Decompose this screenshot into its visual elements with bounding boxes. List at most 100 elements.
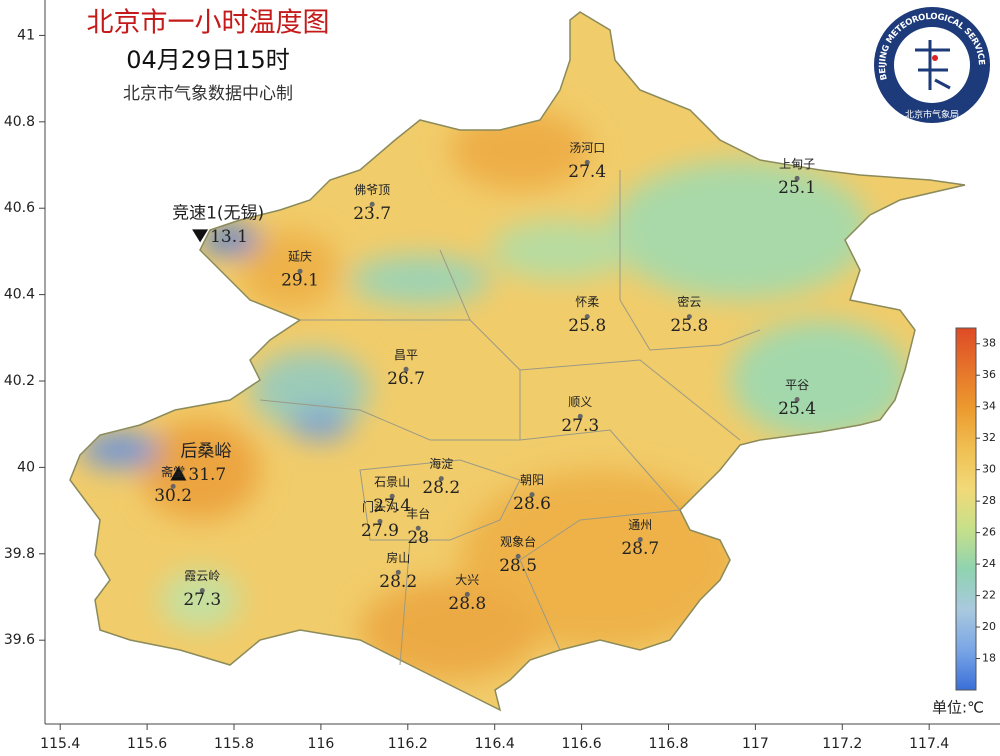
x-tick-label: 117 [742,736,769,752]
station-value: 25.4 [778,399,816,419]
station-name: 密云 [677,294,701,309]
station-name: 房山 [386,550,410,565]
station-value: 27.3 [561,416,599,436]
colorbar-tick-label: 18 [982,652,996,665]
x-tick-label: 116.2 [388,736,428,752]
station-value: 31.7 [188,465,226,485]
station-value: 13.1 [210,227,248,247]
station-value: 27.3 [183,590,221,610]
station-value: 27.4 [568,162,606,182]
station-name: 平谷 [785,378,809,392]
station-name: 顺义 [568,395,592,409]
colorbar-tick-label: 26 [982,526,996,539]
station-point [389,493,395,499]
station-name: 门头沟 [362,499,398,514]
x-tick-label: 116.8 [648,736,688,752]
logo-cn: 北京市气象局 [905,109,959,121]
station-name: 海淀 [429,456,453,471]
station-name: 昌平 [394,348,418,362]
station-point [438,476,444,482]
colorbar [955,327,977,691]
colorbar-unit: 单位:℃ [932,699,984,717]
x-tick-label: 116 [308,736,335,752]
station-point [637,536,643,542]
station-marker [192,229,209,243]
station-name: 朝阳 [520,473,544,487]
y-tick-label: 39.6 [4,632,35,648]
station-value: 28.2 [379,572,417,592]
y-tick-label: 40 [17,459,35,475]
colorbar-tick-label: 36 [982,368,996,381]
station-point [577,413,583,419]
station-point [170,483,176,489]
map-title: 北京市一小时温度图 [87,8,330,39]
station-name: 斋堂 [161,464,185,479]
colorbar-tick-label: 32 [982,431,996,444]
station-value: 27.9 [361,521,399,541]
x-tick-label: 115.4 [40,736,80,752]
y-tick-label: 40.8 [4,114,35,130]
colorbar-tick-label: 28 [982,494,996,507]
colorbar-tick-label: 20 [982,620,996,633]
y-tick-label: 39.8 [4,546,35,562]
colorbar-tick-label: 30 [982,463,996,476]
station-name: 大兴 [455,573,479,587]
station-name: 上甸子 [779,157,815,171]
station-value: 25.8 [568,316,606,336]
station-value: 28.7 [621,539,659,559]
y-tick-label: 40.2 [4,373,35,389]
district-borders [259,170,761,666]
station-value: 27.4 [373,496,411,516]
y-tick-label: 40.4 [4,287,35,303]
station-value: 25.8 [670,316,708,336]
station-point [369,201,375,207]
map-time: 04月29日15时 [126,46,290,74]
colorbar-tick-label: 34 [982,400,996,413]
station-point [199,587,205,593]
x-tick-label: 116.6 [562,736,602,752]
colorbar-tick-label: 38 [982,337,996,350]
station-name: 霞云岭 [184,569,220,583]
station-value: 25.1 [778,178,816,198]
station-point [403,366,409,372]
x-tick-label: 117.2 [822,736,862,752]
station-point [395,569,401,575]
station-point [464,591,470,597]
station-value: 28.5 [499,556,537,576]
station-point [584,159,590,165]
colorbar-tick-label: 24 [982,557,996,570]
station-value: 28 [407,528,429,548]
station-name: 丰台 [406,506,430,521]
station-point [515,553,521,559]
station-point [794,175,800,181]
station-point [529,492,535,498]
station-value: 29.1 [281,271,319,291]
station-point [415,525,421,531]
station-marker [170,466,187,481]
station-name: 汤河口 [569,141,605,155]
station-name: 通州 [628,518,652,532]
map-source: 北京市气象数据中心制 [123,84,293,104]
station-name: 石景山 [374,475,410,489]
station-point [377,518,383,524]
station-name: 竞速1(无锡) [172,203,264,223]
station-point [794,397,800,403]
station-name: 观象台 [500,534,536,549]
station-value: 26.7 [387,369,425,389]
station-name: 佛爷顶 [354,183,390,197]
station-value: 28.8 [448,594,486,614]
x-tick-label: 117.4 [909,736,949,752]
y-tick-label: 41 [17,27,35,43]
logo: BEIJING METEOROLOGICAL SERVICE 北京市气象局 [874,7,990,123]
x-tick-label: 115.6 [127,736,167,752]
y-tick-label: 40.6 [4,200,35,216]
station-point [584,314,590,320]
station-name: 延庆 [288,250,312,264]
station-value: 30.2 [154,486,192,506]
station-name: 后桑峪 [180,441,231,461]
x-tick-label: 115.8 [214,736,254,752]
station-name: 怀柔 [575,295,599,309]
station-value: 23.7 [353,204,391,224]
